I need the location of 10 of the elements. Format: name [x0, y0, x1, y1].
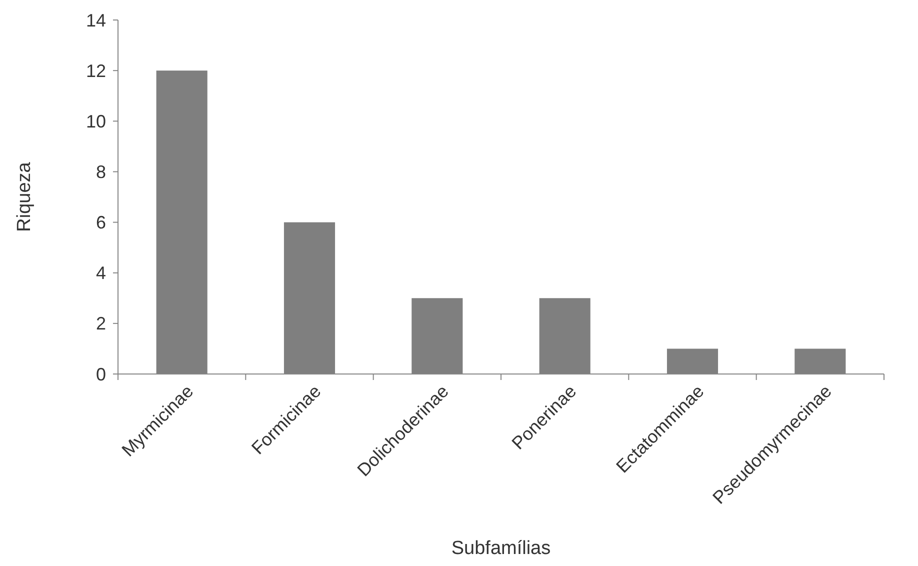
y-tick-label: 14 — [86, 10, 106, 30]
y-tick-label: 8 — [96, 162, 106, 182]
y-tick-label: 12 — [86, 60, 106, 81]
y-tick-label: 0 — [96, 364, 106, 384]
y-tick-label: 2 — [96, 314, 106, 334]
y-tick-label: 6 — [96, 212, 106, 233]
y-tick-label: 10 — [86, 111, 106, 132]
x-axis-title: Subfamílias — [451, 538, 551, 559]
y-axis-title: Riqueza — [14, 162, 35, 232]
y-tick-label: 4 — [96, 263, 106, 284]
